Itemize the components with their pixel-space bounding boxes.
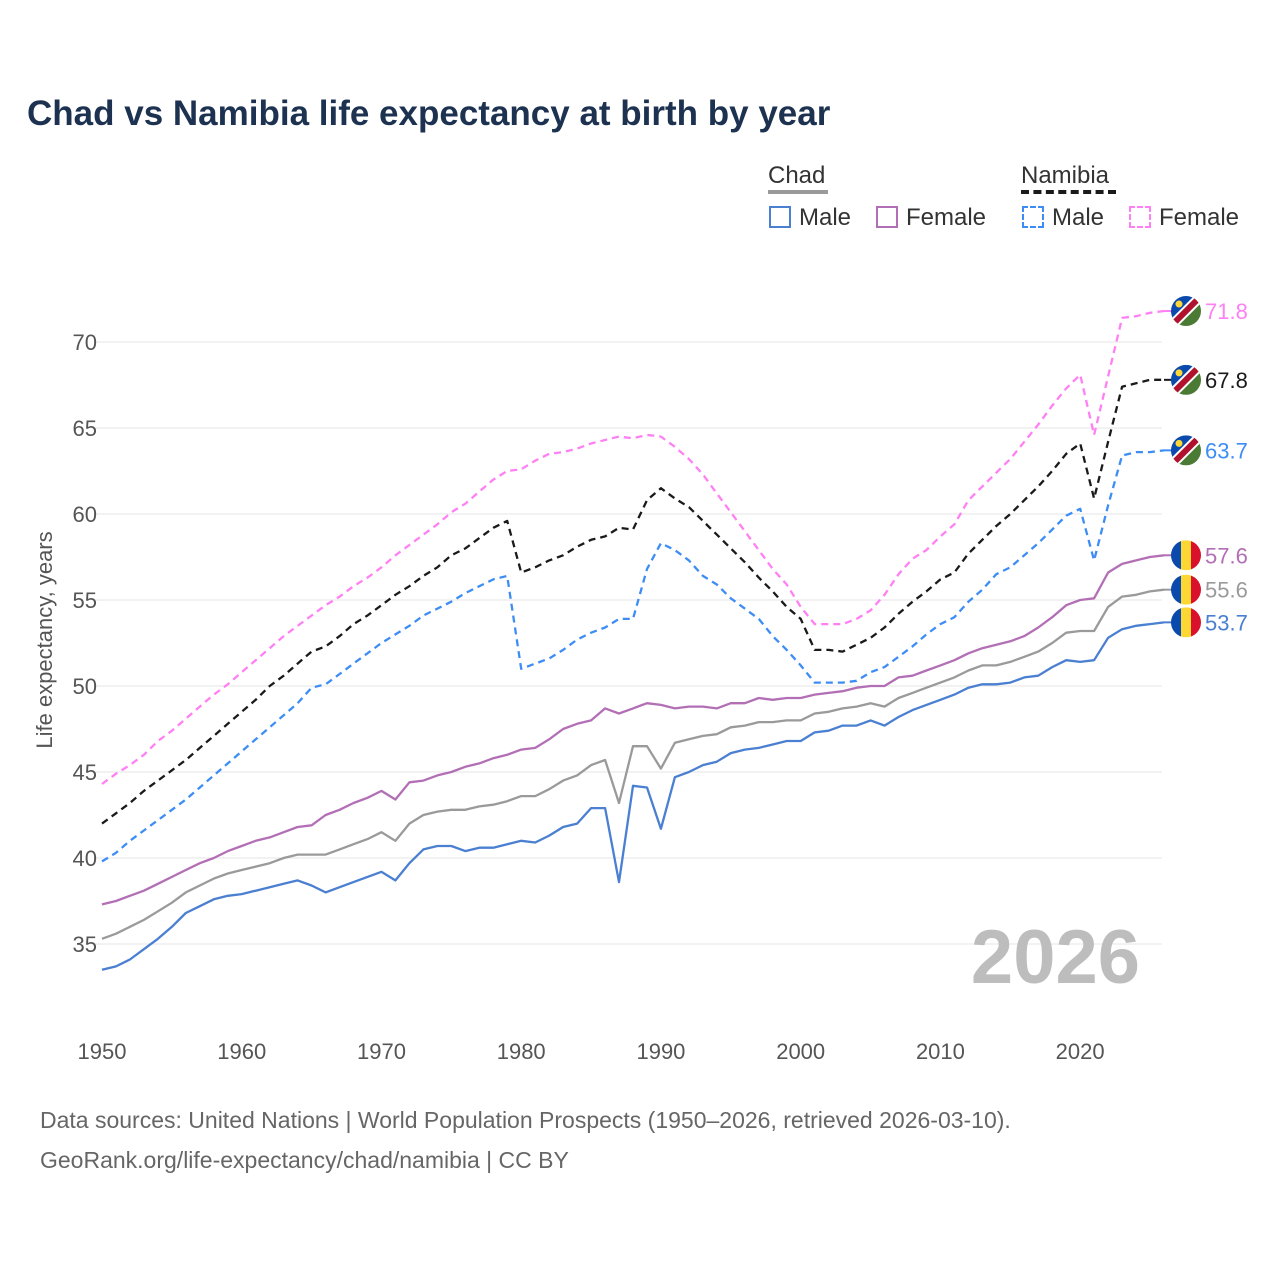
flag-red-band [1171, 435, 1201, 466]
legend-swatch-chad-male [769, 206, 791, 228]
series-line-namibia-male [101, 449, 1165, 863]
x-tick-label: 1970 [357, 1039, 406, 1064]
legend-label-chad-female: Female [906, 204, 987, 231]
y-tick-label: 70 [73, 330, 97, 355]
legend-chad-line [768, 190, 828, 194]
y-tick-label: 35 [73, 932, 97, 957]
flag-stripe [1191, 540, 1201, 571]
flag-fill [1171, 364, 1201, 395]
end-value-label: 63.7 [1205, 438, 1248, 463]
legend-swatch-chad-female [876, 206, 898, 228]
flag-red-band [1171, 296, 1201, 327]
chart-title: Chad vs Namibia life expectancy at birth… [27, 94, 831, 133]
y-tick-label: 50 [73, 674, 97, 699]
footer-attribution: GeoRank.org/life-expectancy/chad/namibia… [40, 1147, 569, 1173]
end-value-label: 53.7 [1205, 610, 1248, 635]
chad-flag-icon [1171, 607, 1201, 638]
year-watermark: 2026 [971, 915, 1140, 1000]
y-axis-ticks: 35 40 45 50 55 60 65 70 [73, 330, 97, 957]
legend-group-namibia: Namibia [1021, 162, 1110, 189]
flag-fill [1171, 574, 1201, 605]
end-value-label: 67.8 [1205, 368, 1248, 393]
chad-flag-icon [1171, 540, 1201, 571]
legend-label-chad-male: Male [799, 204, 852, 231]
flag-stripe [1181, 574, 1191, 605]
y-tick-label: 55 [73, 588, 97, 613]
legend-label-namibia-female: Female [1159, 204, 1240, 231]
flag-fill [1171, 435, 1201, 466]
namibia-flag-icon [1171, 435, 1201, 466]
namibia-flag-icon [1171, 296, 1201, 327]
series-line-namibia-female [101, 309, 1165, 785]
flag-stripe [1181, 540, 1191, 571]
end-value-label: 71.8 [1205, 299, 1248, 324]
chad-flag-icon [1171, 574, 1201, 605]
x-tick-label: 2020 [1056, 1039, 1105, 1064]
x-tick-label: 2000 [776, 1039, 825, 1064]
end-value-label: 57.6 [1205, 543, 1248, 568]
flag-red-band [1171, 364, 1201, 395]
flag-fill [1171, 607, 1201, 638]
legend-label-namibia-male: Male [1052, 204, 1105, 231]
series-line-chad-female [101, 554, 1165, 906]
y-tick-label: 65 [73, 416, 97, 441]
y-axis-label: Life expectancy, years [32, 531, 57, 748]
x-tick-label: 1950 [78, 1039, 127, 1064]
end-value-label: 55.6 [1205, 578, 1248, 603]
x-tick-label: 1990 [636, 1039, 685, 1064]
series-line-chad [101, 588, 1165, 940]
x-tick-label: 2010 [916, 1039, 965, 1064]
flag-stripe [1181, 607, 1191, 638]
x-tick-label: 1960 [217, 1039, 266, 1064]
flag-stripe [1191, 574, 1201, 605]
flag-fill [1171, 296, 1201, 327]
y-tick-label: 45 [73, 760, 97, 785]
flag-stripe [1171, 540, 1181, 571]
flag-sun [1175, 439, 1183, 447]
y-tick-label: 40 [73, 846, 97, 871]
legend-group-chad: Chad [768, 162, 826, 189]
series-line-chad-male [101, 621, 1165, 971]
namibia-flag-icon [1171, 364, 1201, 395]
x-axis-ticks: 1950 1960 1970 1980 1990 2000 2010 2020 [78, 1039, 1105, 1064]
series-lines [101, 309, 1165, 971]
gridlines [95, 341, 1162, 945]
y-tick-label: 60 [73, 502, 97, 527]
flag-stripe [1171, 574, 1181, 605]
x-tick-label: 1980 [497, 1039, 546, 1064]
series-line-namibia [101, 378, 1164, 825]
flag-stripe [1171, 607, 1181, 638]
legend-namibia-line [1021, 190, 1116, 194]
legend-swatch-namibia-female [1129, 206, 1151, 228]
flag-stripe [1191, 607, 1201, 638]
flag-sun [1175, 300, 1183, 308]
footer-sources: Data sources: United Nations | World Pop… [40, 1107, 1011, 1133]
legend-swatch-namibia-male [1022, 206, 1044, 228]
flag-sun [1175, 369, 1183, 377]
flag-fill [1171, 540, 1201, 571]
end-labels: 71.8 67.8 63.7 57.6 55.6 53.7 [1164, 296, 1248, 638]
